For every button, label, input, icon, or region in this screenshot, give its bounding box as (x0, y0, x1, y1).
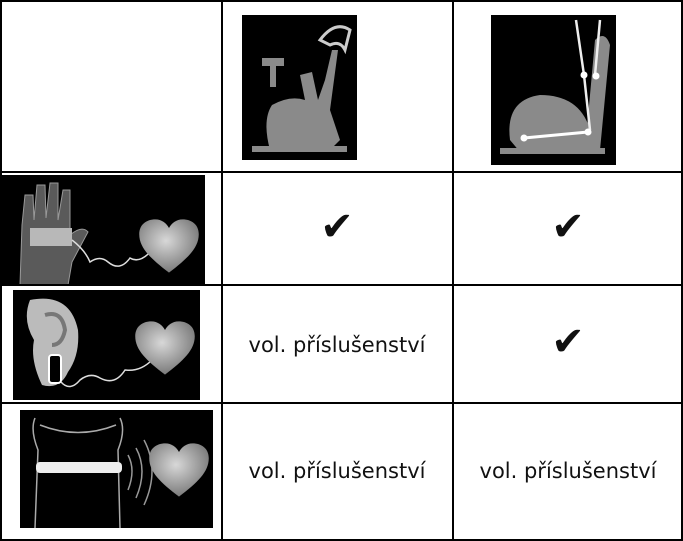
check-mark: ✔ (320, 204, 354, 250)
hand-sensor-image (0, 175, 205, 286)
check-mark: ✔ (551, 319, 585, 365)
cell-text: vol. příslušenství (249, 459, 427, 483)
bike-image (242, 15, 357, 160)
check-mark: ✔ (551, 204, 585, 250)
cell-text: vol. příslušenství (480, 459, 658, 483)
elliptical-image (491, 15, 616, 165)
chest-strap-image (20, 410, 213, 529)
ear-sensor-image (13, 290, 200, 400)
cell-text: vol. příslušenství (249, 333, 427, 357)
